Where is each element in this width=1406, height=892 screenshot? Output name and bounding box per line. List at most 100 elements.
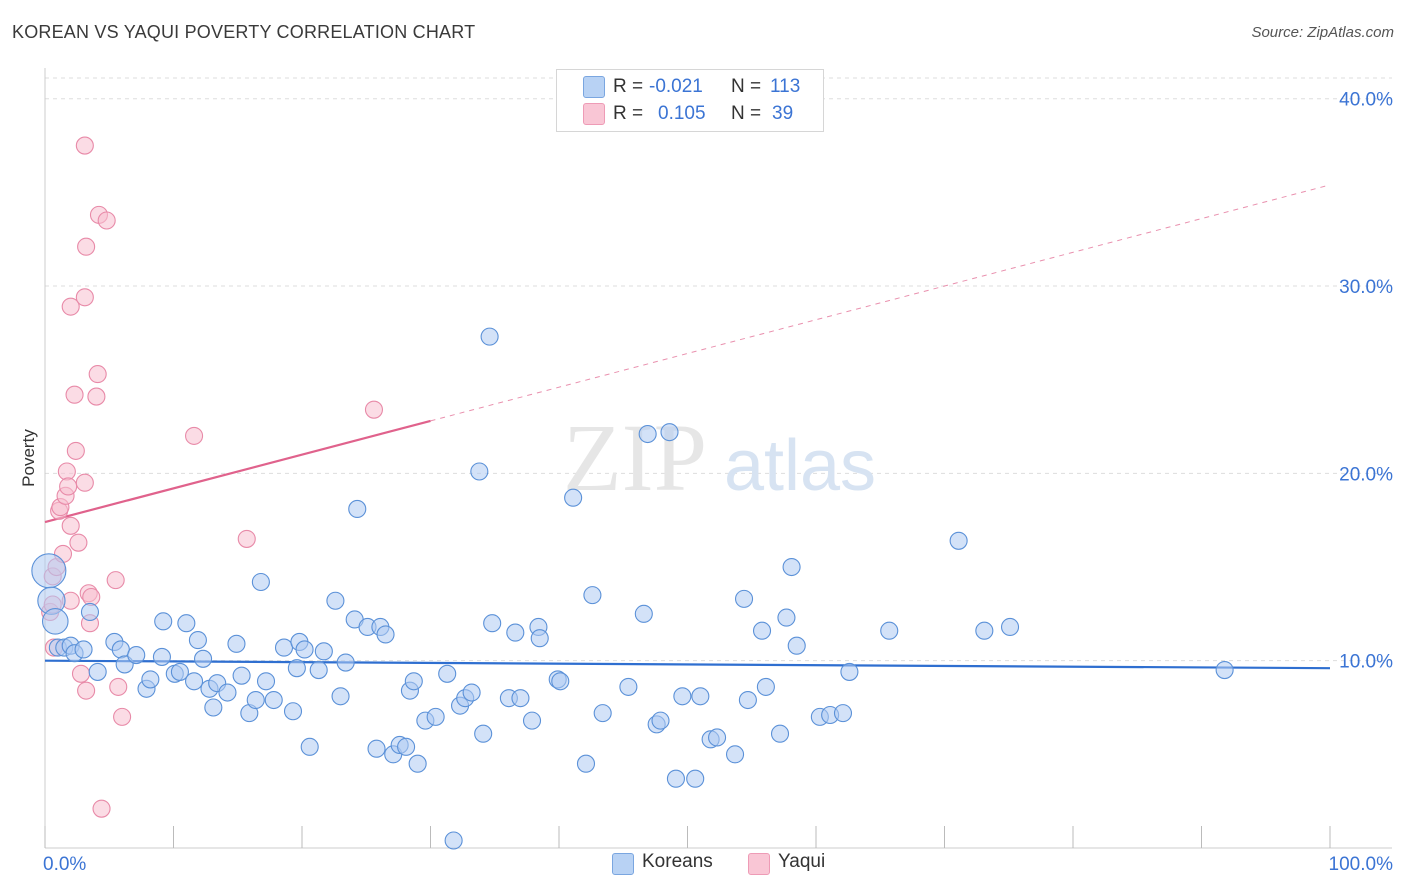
korean-point: [1000, 617, 1020, 637]
korean-point: [551, 672, 570, 691]
yaqui-point: [88, 365, 107, 384]
korean-point: [787, 636, 806, 655]
korean-point: [564, 488, 583, 507]
korean-point: [141, 670, 160, 689]
korean-point: [331, 687, 350, 706]
yaqui-point: [71, 664, 91, 683]
x-tick-label: 0.0%: [43, 854, 86, 875]
yaqui-point: [59, 477, 78, 496]
legend-row-yaqui: R = 0.105 N = 39: [557, 101, 823, 125]
korean-point: [367, 739, 386, 758]
n-label: N =: [731, 103, 762, 124]
korean-point: [734, 589, 754, 608]
korean-point: [152, 647, 171, 666]
gridlines: [45, 77, 1392, 662]
yaqui-point: [106, 571, 125, 590]
korean-point: [348, 499, 367, 519]
watermark: ZIP atlas: [563, 404, 876, 511]
korean-point: [756, 677, 775, 696]
korean-point: [833, 704, 853, 723]
watermark-zip: ZIP: [563, 404, 707, 511]
korean-point: [251, 572, 270, 592]
korean-point: [511, 689, 530, 708]
yaqui-point: [364, 400, 384, 419]
watermark-atlas: atlas: [724, 426, 876, 506]
korean-point: [256, 672, 276, 691]
yaqui-point: [82, 587, 101, 607]
source-note: Source: ZipAtlas.com: [1251, 24, 1394, 41]
korean-point: [770, 724, 790, 743]
yaqui-point: [66, 441, 85, 460]
korean-point: [522, 711, 542, 730]
korean-point: [738, 690, 757, 710]
yaqui-point: [237, 529, 256, 548]
korean-point: [264, 690, 283, 710]
korean-point: [840, 662, 859, 681]
n-label: N =: [731, 76, 762, 97]
r-label: R =: [613, 76, 644, 97]
korean-point: [660, 423, 679, 442]
korean-point: [41, 608, 69, 635]
korean-points: [31, 327, 1234, 850]
korean-point: [404, 672, 423, 691]
korean-point: [483, 614, 502, 633]
y-axis-label: Poverty: [19, 429, 38, 487]
korean-point: [530, 629, 549, 648]
korean-point: [227, 634, 246, 653]
yaqui-point: [97, 211, 116, 230]
korean-point: [408, 754, 427, 773]
korean-point: [691, 687, 710, 706]
correlation-legend: R = -0.021 N = 113 R = 0.105 N = 39: [556, 69, 824, 132]
korean-point: [1215, 660, 1234, 680]
korean-point: [194, 649, 213, 668]
yaqui-point: [57, 462, 76, 481]
yaqui-point: [92, 799, 111, 818]
yaqui-point: [75, 288, 94, 307]
korean-point: [593, 704, 612, 723]
korean-point: [246, 690, 265, 710]
yaqui-point: [109, 677, 128, 696]
korean-point: [725, 745, 745, 764]
yaqui-swatch: [583, 103, 605, 125]
yaqui-point: [75, 473, 94, 492]
korean-point: [295, 640, 314, 659]
korean-point: [474, 724, 493, 743]
y-tick-label: 20.0%: [1339, 464, 1393, 485]
yaqui-point: [65, 385, 84, 404]
yaqui-point: [77, 237, 96, 256]
yaqui-point: [75, 136, 94, 155]
r-value: -0.021: [649, 76, 703, 97]
koreans-trend-line: [44, 659, 1331, 670]
korean-point: [444, 831, 463, 850]
korean-point: [232, 666, 251, 685]
korean-point: [177, 614, 196, 633]
y-tick-label: 10.0%: [1339, 652, 1393, 673]
korean-point: [777, 608, 796, 627]
korean-point: [949, 531, 968, 550]
korean-point: [583, 586, 602, 605]
yaqui-trend-extension: [430, 184, 1331, 422]
korean-point: [880, 621, 899, 640]
korean-point: [619, 677, 638, 696]
korean-point: [111, 640, 130, 659]
yaqui-legend-swatch: [748, 853, 770, 875]
trend-lines: [44, 184, 1331, 670]
korean-point: [651, 711, 670, 730]
korean-point: [638, 424, 657, 444]
koreans-legend-swatch: [612, 853, 634, 875]
legend-row-koreans: R = -0.021 N = 113: [557, 74, 823, 98]
chart-title: KOREAN VS YAQUI POVERTY CORRELATION CHAR…: [12, 22, 476, 42]
n-value: 113: [770, 76, 801, 97]
yaqui-point: [69, 533, 88, 552]
korean-point: [673, 687, 692, 706]
korean-point: [708, 728, 727, 747]
korean-point: [88, 662, 107, 681]
korean-point: [283, 702, 303, 721]
korean-point: [314, 642, 333, 661]
yaqui-point: [61, 516, 80, 535]
korean-point: [506, 623, 525, 642]
korean-point: [80, 602, 100, 622]
korean-point: [127, 646, 146, 665]
y-tick-label: 30.0%: [1339, 277, 1393, 298]
korean-point: [686, 769, 705, 788]
